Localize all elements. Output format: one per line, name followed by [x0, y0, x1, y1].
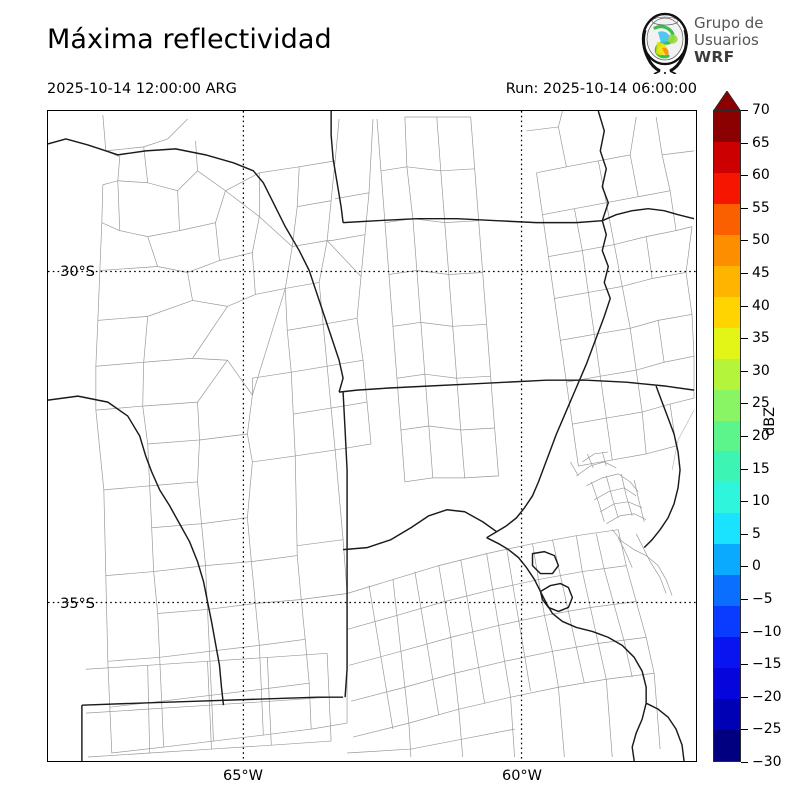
colorbar-tick — [741, 599, 748, 600]
colorbar-tick-label: −10 — [752, 623, 782, 640]
colorbar-tick — [741, 175, 748, 177]
colorbar-tick-label: 15 — [752, 460, 770, 477]
colorbar-tick — [741, 370, 748, 372]
logo-line-2: Usuarios — [694, 31, 759, 49]
reflectivity-map-panel[interactable] — [47, 110, 697, 762]
colorbar-segment — [714, 482, 740, 514]
ytick-label-35S: 35°S — [60, 596, 95, 612]
colorbar-tick-label: 30 — [752, 362, 770, 379]
colorbar-segment — [714, 730, 740, 762]
model-run-label: Run: 2025-10-14 06:00:00 — [505, 81, 697, 97]
colorbar-tick-label: 40 — [752, 297, 770, 314]
colorbar-tick-label: 0 — [752, 558, 761, 575]
wrf-globe-emblem-icon — [641, 12, 689, 74]
colorbar-segment — [714, 358, 740, 390]
colorbar-segment — [714, 513, 740, 545]
xtick-label-65W: 65°W — [222, 768, 264, 784]
colorbar-segment — [714, 575, 740, 607]
colorbar-segment — [714, 327, 740, 359]
map-geography — [48, 111, 696, 761]
colorbar-tick — [741, 468, 748, 470]
colorbar-tick — [741, 436, 748, 437]
colorbar-tick-label: 25 — [752, 395, 770, 412]
colorbar-segment — [714, 544, 740, 576]
colorbar-segment — [714, 141, 740, 173]
reflectivity-colorbar[interactable] — [713, 91, 741, 762]
colorbar-tick-label: 60 — [752, 167, 770, 184]
logo-line-3: WRF — [694, 48, 735, 66]
colorbar-tick-label: −5 — [752, 591, 773, 607]
colorbar-tick — [741, 566, 748, 568]
colorbar-segment — [714, 668, 740, 700]
colorbar-segment — [714, 234, 740, 266]
colorbar-tick — [741, 207, 748, 209]
colorbar-tick — [741, 762, 748, 763]
colorbar-segment — [714, 296, 740, 328]
wrf-user-group-logo: Grupo de Usuarios WRF — [638, 12, 798, 74]
colorbar-tick-label: −15 — [752, 656, 782, 673]
colorbar-tick — [741, 305, 748, 307]
colorbar-tick-label: 5 — [752, 525, 761, 542]
valid-time-label: 2025-10-14 12:00:00 ARG — [47, 81, 237, 97]
colorbar-extend-arrow-icon — [713, 91, 741, 111]
colorbar-segment — [714, 606, 740, 638]
colorbar-tick — [741, 338, 748, 340]
colorbar-tick — [741, 631, 748, 633]
logo-text-block: Grupo de Usuarios WRF — [694, 15, 764, 66]
colorbar-tick — [741, 240, 748, 242]
colorbar-segment — [714, 637, 740, 669]
xtick-label-60W: 60°W — [501, 768, 543, 784]
colorbar-tick-label: 45 — [752, 265, 770, 281]
colorbar-segment — [714, 389, 740, 421]
colorbar-tick — [741, 110, 748, 111]
colorbar-tick-label: −25 — [752, 721, 782, 738]
colorbar-tick-label: 10 — [752, 493, 770, 510]
colorbar-segment — [714, 172, 740, 204]
page-title: Máxima reflectividad — [47, 24, 332, 55]
colorbar-segment — [714, 111, 740, 142]
colorbar-segment — [714, 699, 740, 731]
colorbar-tick-label: 65 — [752, 134, 770, 151]
colorbar-segment — [714, 203, 740, 235]
colorbar-segment — [714, 265, 740, 297]
colorbar-tick — [741, 273, 748, 274]
colorbar-gradient — [713, 110, 741, 762]
colorbar-tick-label: 55 — [752, 199, 770, 216]
colorbar-tick-label: −30 — [752, 754, 782, 770]
colorbar-tick — [741, 501, 748, 503]
colorbar-tick-label: 35 — [752, 330, 770, 347]
colorbar-tick — [741, 403, 748, 405]
colorbar-tick — [741, 664, 748, 666]
colorbar-tick-label: 20 — [752, 428, 770, 444]
colorbar-tick — [741, 533, 748, 535]
colorbar-segment — [714, 451, 740, 483]
colorbar-tick-label: 50 — [752, 232, 770, 249]
colorbar-tick-label: 70 — [752, 102, 770, 118]
colorbar-segment — [714, 420, 740, 452]
logo-line-1: Grupo de — [694, 14, 764, 32]
colorbar-tick — [741, 142, 748, 144]
colorbar-tick-label: −20 — [752, 688, 782, 705]
ytick-label-30S: 30°S — [60, 264, 95, 280]
colorbar-tick — [741, 696, 748, 698]
colorbar-tick — [741, 729, 748, 731]
